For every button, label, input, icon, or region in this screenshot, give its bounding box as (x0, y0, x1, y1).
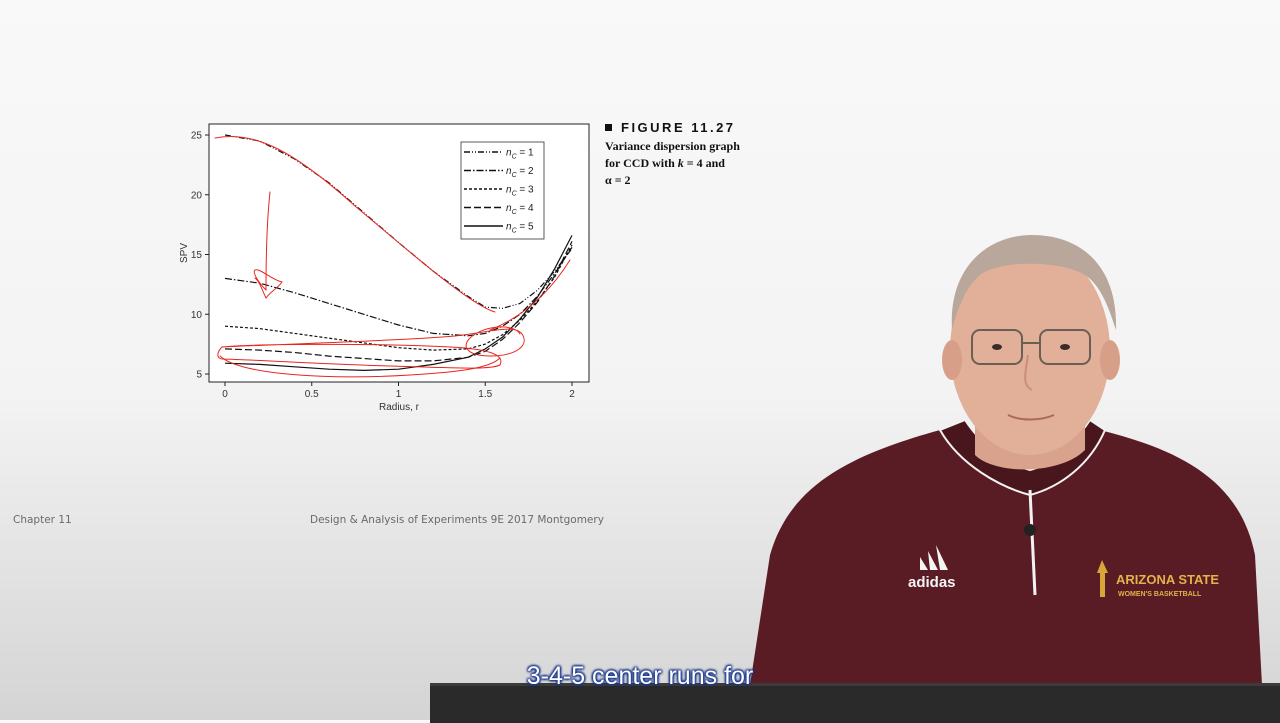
y-tick-label: 20 (191, 190, 203, 201)
annotation-trace-top (214, 135, 496, 313)
glasses-icon (971, 329, 1091, 365)
series-line-nc-3 (224, 244, 573, 351)
shirt-text-arizona-state: ARIZONA STATE (1116, 572, 1219, 587)
series-line-nc-1 (224, 134, 573, 309)
y-tick-label: 15 (191, 250, 203, 261)
series-layer (224, 134, 573, 372)
x-tick-label: 1 (396, 389, 402, 400)
figure-number: FIGURE 11.27 (621, 120, 736, 135)
caption-line-1: Variance dispersion graph (605, 139, 740, 153)
annotation-trace-rise (489, 259, 571, 331)
footer-book-title: Design & Analysis of Experiments 9E 2017… (310, 514, 604, 526)
x-tick-label: 0 (222, 389, 228, 400)
caption-line-3: α = 2 (605, 173, 631, 187)
legend-label-nc-3: nC = 3 (506, 185, 534, 198)
legend: nC = 1 nC = 2 nC = 3 nC = 4 nC = 5 (460, 141, 545, 240)
caption-line-2: for CCD with k = 4 and (605, 156, 725, 170)
series-line-nc-5 (224, 235, 573, 372)
adidas-logo-icon (920, 545, 948, 570)
annotation-loop-bottom (219, 355, 501, 378)
legend-label-nc-2: nC = 2 (506, 166, 534, 179)
y-tick-label: 10 (191, 310, 203, 321)
figure-heading: FIGURE 11.27 (605, 120, 805, 135)
shirt-text-womens-basketball: WOMEN'S BASKETBALL (1118, 591, 1202, 598)
lavalier-mic-icon (1024, 524, 1036, 536)
x-tick-label: 1.5 (478, 389, 492, 400)
red-pen-annotations (214, 135, 571, 378)
annotation-arrow-stem (265, 191, 271, 291)
presenter-shirt (750, 430, 1262, 685)
y-tick-label: 5 (196, 370, 202, 381)
presenter-ear-right (1100, 340, 1120, 380)
presenter-video: adidas ARIZONA STATE WOMEN'S BASKETBALL (750, 235, 1262, 685)
series-line-nc-2 (224, 246, 573, 337)
presenter-head (950, 245, 1110, 455)
shirt-logo-text: adidas (908, 574, 956, 591)
legend-box (460, 141, 545, 240)
legend-label-nc-5: nC = 5 (506, 222, 534, 235)
figure-caption: FIGURE 11.27 Variance dispersion graph f… (605, 120, 805, 189)
sun-devil-pitchfork-icon (1097, 560, 1108, 597)
square-bullet-icon (605, 124, 612, 131)
lectern (430, 683, 1280, 723)
x-tick-label: 0.5 (305, 389, 319, 400)
legend-label-nc-4: nC = 4 (506, 203, 534, 216)
figure-description: Variance dispersion graph for CCD with k… (605, 138, 805, 189)
footer-chapter: Chapter 11 (13, 514, 72, 526)
annotation-loop-bundle (217, 326, 525, 369)
legend-label-nc-1: nC = 1 (506, 148, 534, 161)
presenter-ear-left (942, 340, 962, 380)
x-axis-label: Radius, r (379, 402, 420, 413)
x-tick-label: 2 (569, 389, 575, 400)
y-tick-label: 25 (191, 131, 203, 142)
annotation-arrow-loop (253, 269, 283, 299)
series-line-nc-4 (224, 241, 573, 362)
video-subtitle: 3-4-5 center runs for (526, 662, 754, 690)
y-axis-label: SPV (179, 243, 190, 263)
presenter-hair (951, 235, 1117, 330)
